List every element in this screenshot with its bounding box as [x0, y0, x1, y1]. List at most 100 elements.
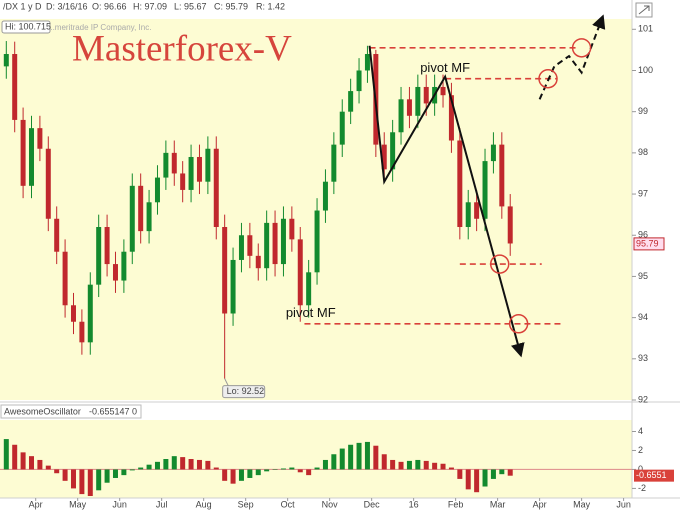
osc-bar	[171, 456, 177, 470]
candle-body	[490, 144, 496, 162]
y-tick-label: 2	[638, 445, 643, 455]
osc-bar	[37, 459, 43, 470]
candle-body	[381, 144, 387, 170]
y-tick-label: 98	[638, 147, 648, 157]
candle-body	[406, 99, 412, 116]
osc-bar	[213, 467, 219, 470]
osc-bar	[381, 454, 387, 470]
lo-box	[222, 385, 266, 399]
x-tick-label: Oct	[281, 499, 296, 509]
candle-body	[264, 222, 270, 269]
y-tick-label: 92	[638, 394, 648, 404]
osc-bar	[222, 469, 228, 481]
last-osc: -0.6551	[636, 470, 667, 480]
candle-body	[188, 156, 194, 190]
candle-body	[280, 218, 286, 265]
osc-bar	[440, 463, 446, 470]
x-tick-label: Jun	[112, 499, 127, 509]
candle-body	[121, 251, 127, 281]
chart-title: Masterforex-V	[72, 28, 292, 69]
osc-current: -0.655147	[89, 406, 130, 416]
range: R: 1.42	[256, 1, 285, 11]
osc-bar	[138, 467, 144, 470]
candle-body	[20, 119, 26, 186]
oscillator-panel	[0, 420, 632, 498]
candle-body	[448, 95, 454, 141]
candle-body	[79, 321, 85, 343]
settings-icon[interactable]	[635, 2, 653, 18]
last-osc-box	[634, 469, 674, 482]
hi-box	[1, 20, 51, 34]
osc-bar	[373, 445, 379, 470]
trend-line	[368, 45, 525, 358]
candle-body	[499, 144, 505, 207]
y-tick-label: 93	[638, 353, 648, 363]
osc-bar	[112, 469, 118, 478]
last-price-box	[633, 237, 665, 251]
candle-body	[440, 86, 446, 96]
candle-body	[474, 202, 480, 219]
candle-body	[87, 284, 93, 343]
candle-body	[457, 140, 463, 228]
candle-body	[255, 255, 261, 269]
x-tick-label: Apr	[533, 499, 547, 509]
osc-label-box	[0, 404, 142, 419]
hi-label: Hi: 100.715	[5, 21, 51, 31]
x-tick-label: Apr	[29, 499, 43, 509]
osc-bar	[54, 469, 60, 474]
osc-bar	[121, 469, 127, 476]
y-tick-label: 99	[638, 106, 648, 116]
candle-body	[28, 128, 34, 186]
candle-body	[465, 202, 471, 228]
osc-bar	[415, 459, 421, 470]
candle-body	[205, 148, 211, 182]
pivot-label: pivot MF	[286, 305, 336, 320]
y-tick-label: 94	[638, 312, 648, 322]
candle-body	[196, 156, 202, 182]
osc-bar	[348, 444, 354, 470]
y-tick-label: 96	[638, 230, 648, 240]
osc-bar	[398, 461, 404, 470]
candle-body	[482, 161, 488, 219]
candle-body	[322, 181, 328, 211]
candle-body	[180, 173, 186, 190]
candle-body	[96, 227, 102, 285]
y-tick-label: 101	[638, 24, 653, 34]
osc-bar	[406, 460, 412, 470]
candle-body	[297, 239, 303, 306]
osc-bar	[499, 469, 505, 475]
osc-bar	[490, 469, 496, 479]
candle-body	[213, 148, 219, 228]
osc-bar	[96, 469, 102, 491]
lo-label: Lo: 92.52	[227, 386, 265, 396]
candle-body	[129, 185, 135, 252]
osc-bar	[188, 459, 194, 470]
candle-body	[45, 148, 51, 219]
x-tick-label: May	[69, 499, 87, 509]
y-tick-label: -2	[638, 483, 646, 493]
candle-body	[62, 251, 68, 306]
symbol: /DX 1 y D	[3, 1, 42, 11]
candle-body	[339, 111, 345, 145]
close: C: 95.79	[214, 1, 248, 11]
osc-bar	[280, 468, 286, 470]
target-circle	[571, 38, 592, 58]
osc-bar	[163, 459, 169, 470]
osc-bar	[230, 469, 236, 484]
y-tick-label: 100	[638, 65, 653, 75]
candle-body	[171, 152, 177, 174]
candle-body	[398, 99, 404, 133]
osc-bar	[306, 469, 312, 476]
osc-param: 0	[132, 406, 137, 416]
osc-bar	[289, 467, 295, 470]
candle-body	[423, 86, 429, 104]
candle-body	[272, 222, 278, 265]
candle-body	[230, 259, 236, 314]
osc-header: AwesomeOscillator -0.655147 0	[0, 404, 142, 419]
candle-body	[37, 128, 43, 149]
x-tick-label: Dec	[364, 499, 381, 509]
candle-body	[112, 264, 118, 281]
osc-bar	[196, 459, 202, 470]
osc-bar	[507, 469, 513, 476]
osc-bar	[146, 464, 152, 470]
